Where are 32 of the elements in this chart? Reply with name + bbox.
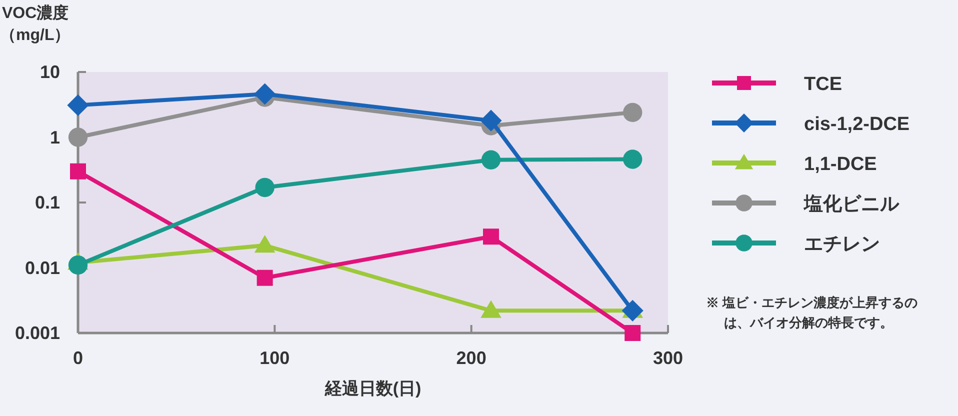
legend-label: エチレン xyxy=(804,234,880,255)
legend-label: 1,1-DCE xyxy=(804,154,877,175)
y-axis-title: VOC濃度（mg/L） xyxy=(0,3,70,44)
x-tick-label: 200 xyxy=(456,348,486,368)
y-tick-label: 10 xyxy=(40,62,60,82)
x-axis-title: 経過日数(日) xyxy=(324,379,422,398)
legend-label: cis-1,2-DCE xyxy=(804,114,910,135)
point xyxy=(254,235,276,253)
point xyxy=(255,178,274,198)
point xyxy=(623,102,642,122)
text: ※ 塩ビ・エチレン濃度が上昇するのは、バイオ分解の特長です。 xyxy=(706,294,919,332)
y-tick-label: 1 xyxy=(50,127,60,148)
y-tick-label: 0.01 xyxy=(24,258,60,278)
point xyxy=(68,128,88,147)
point xyxy=(623,150,642,169)
y-tick-label: 0.001 xyxy=(14,323,60,343)
point xyxy=(256,270,273,286)
point xyxy=(483,228,499,245)
legend-label: 塩化ビニル xyxy=(803,194,900,215)
point xyxy=(622,300,644,322)
point xyxy=(481,150,501,170)
x-tick-label: 0 xyxy=(72,348,84,368)
x-tick-label: 100 xyxy=(260,348,290,368)
point xyxy=(254,83,276,105)
legend-label: TCE xyxy=(804,74,842,95)
point xyxy=(480,300,502,318)
point xyxy=(480,110,502,132)
y-tick-label: 0.1 xyxy=(34,192,60,212)
point xyxy=(70,163,86,180)
point xyxy=(67,94,89,116)
point xyxy=(624,325,641,341)
x-tick-label: 300 xyxy=(652,348,684,368)
